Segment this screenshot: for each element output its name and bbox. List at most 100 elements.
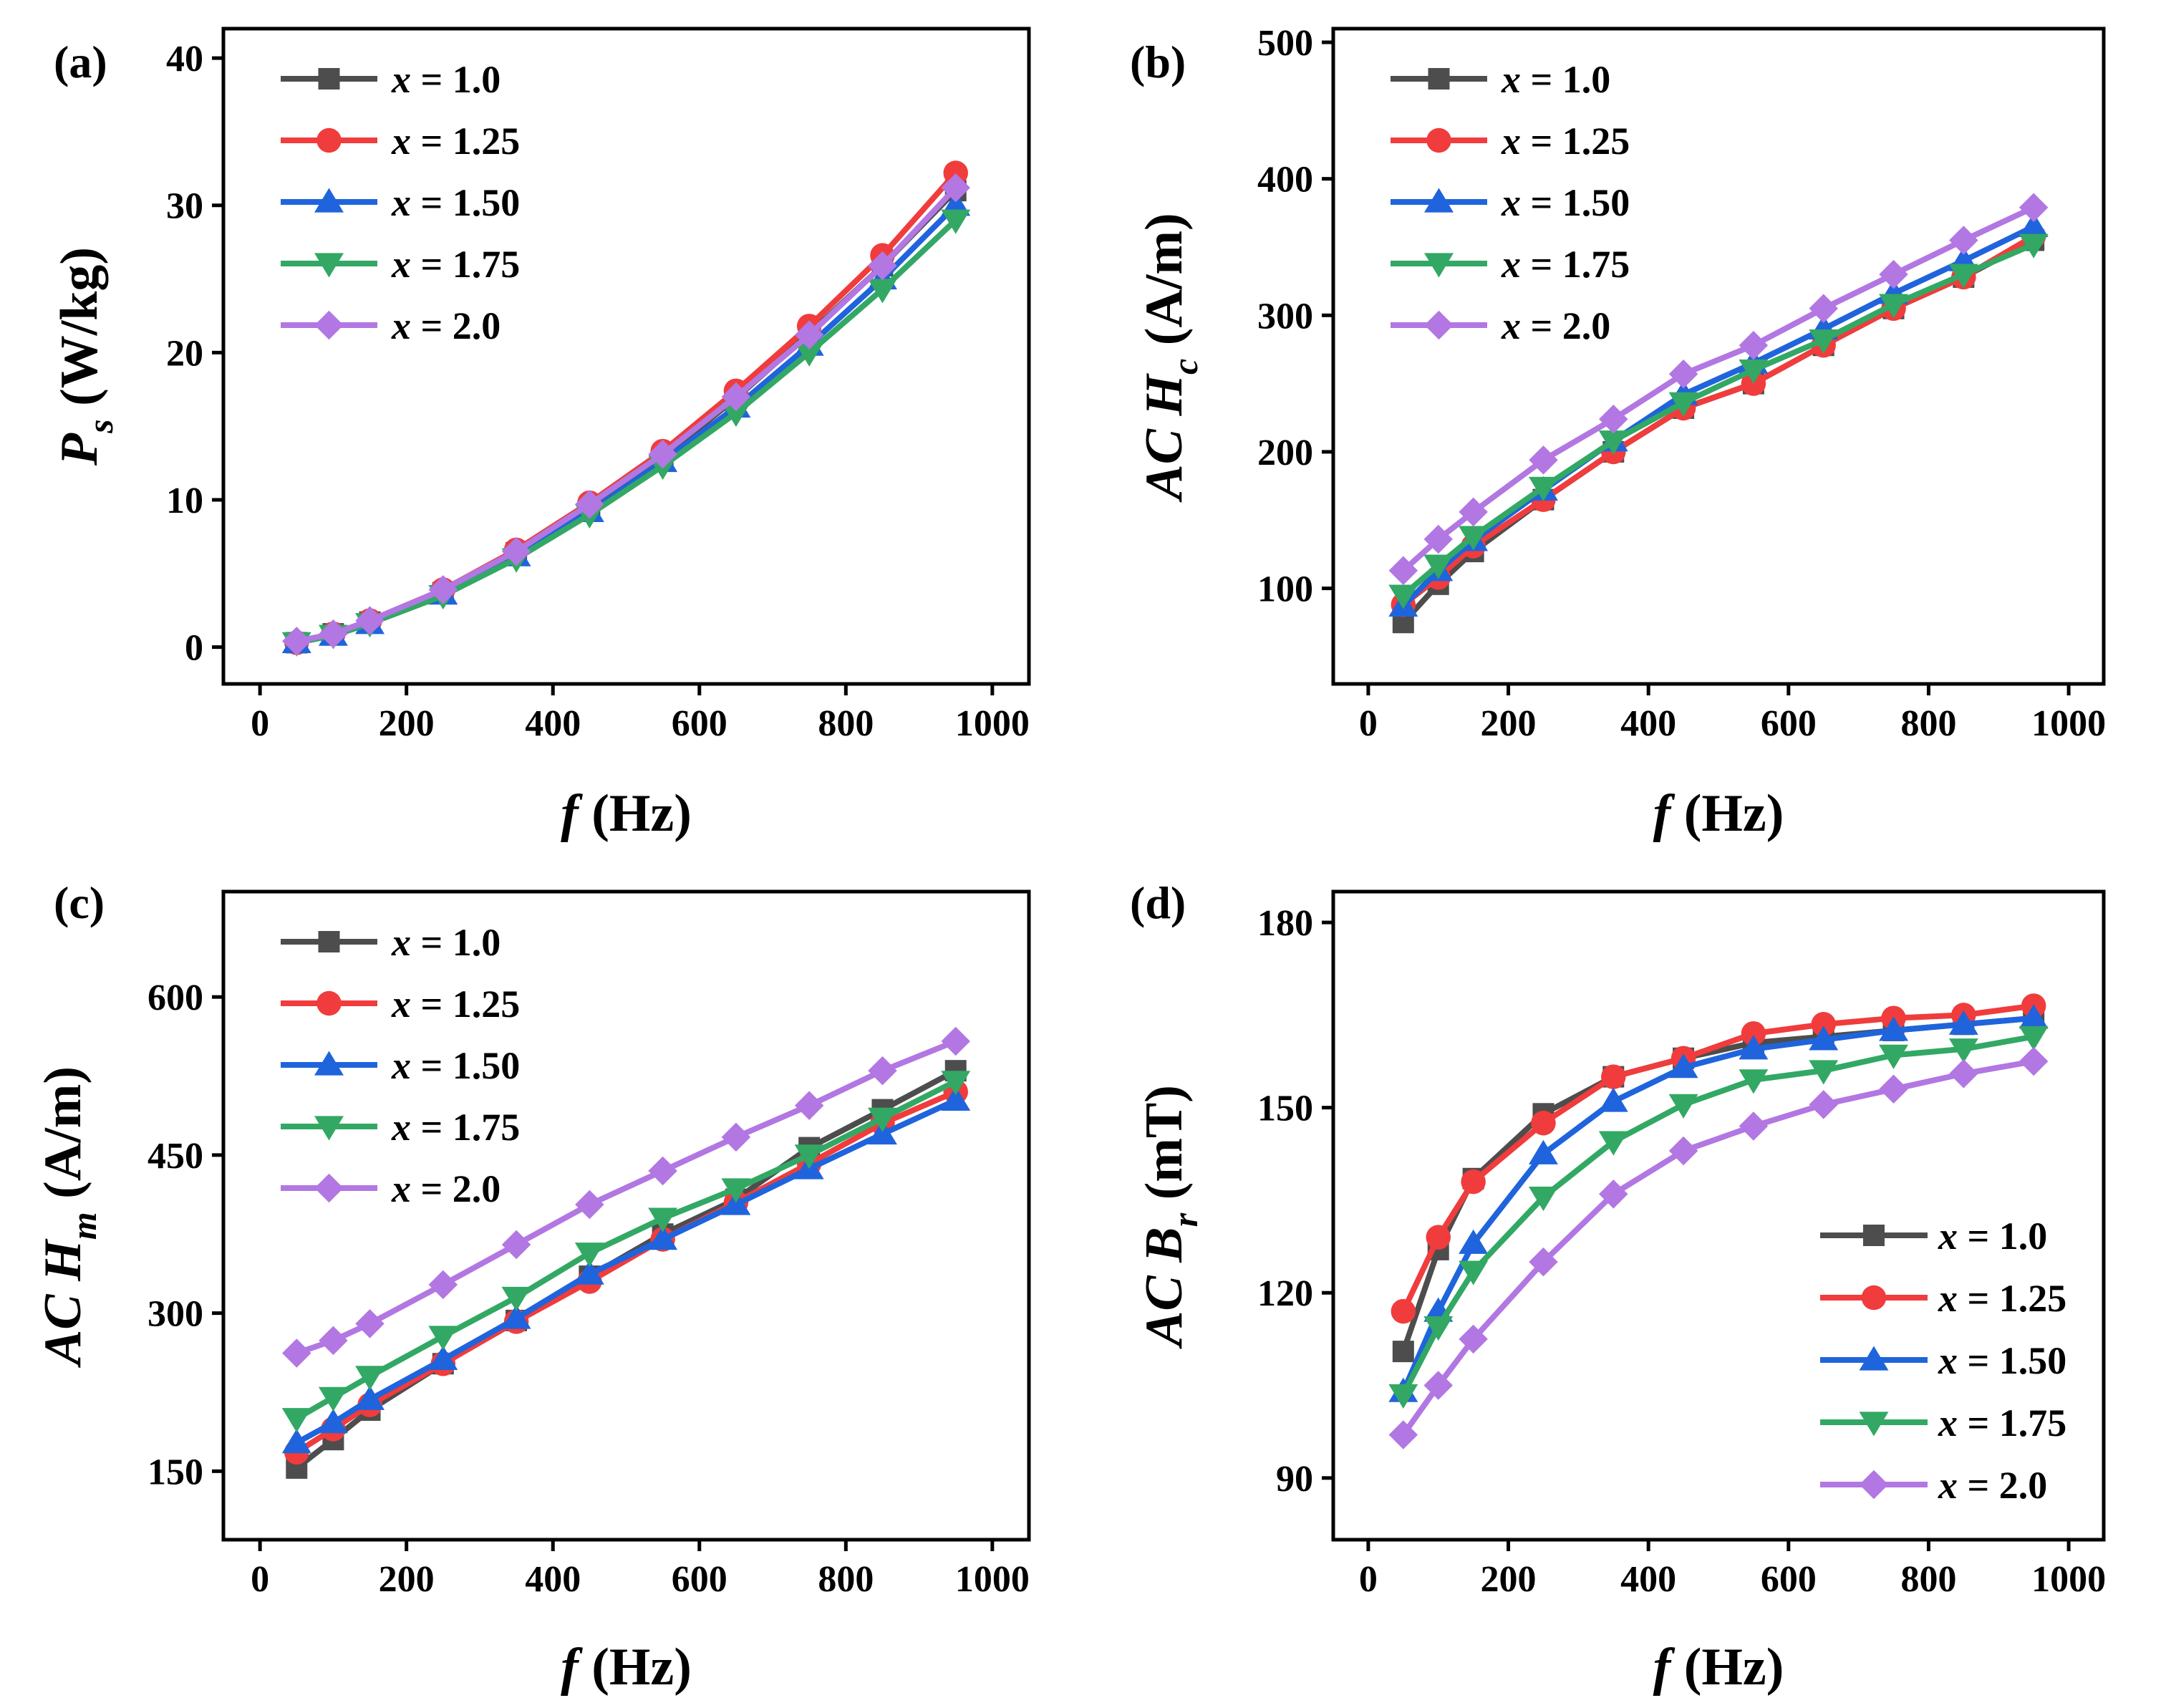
data-point bbox=[1459, 1324, 1488, 1354]
data-point bbox=[1598, 1087, 1628, 1112]
legend: x = 1.0 x = 1.25 x = 1.50 x = 1.75 x = 2.0 bbox=[281, 921, 520, 1210]
data-point bbox=[501, 1230, 531, 1260]
legend-item: x = 1.0 bbox=[281, 921, 501, 964]
legend-marker bbox=[1861, 1285, 1887, 1311]
legend-marker bbox=[1424, 253, 1454, 278]
legend-marker bbox=[314, 1173, 344, 1203]
data-point bbox=[1948, 1038, 1978, 1063]
series-x2.0 bbox=[282, 1026, 970, 1368]
data-point bbox=[1949, 226, 1978, 255]
legend-marker bbox=[1428, 68, 1450, 90]
legend-marker bbox=[1424, 188, 1454, 213]
data-point bbox=[1879, 294, 1909, 319]
legend-item: x = 1.50 bbox=[281, 1044, 520, 1087]
legend-label: x = 1.0 bbox=[1501, 58, 1610, 101]
series-x1.25 bbox=[284, 1079, 968, 1465]
data-point bbox=[1879, 1074, 1908, 1104]
y-tick-label: 40 bbox=[166, 39, 203, 79]
x-tick-label: 400 bbox=[525, 1559, 581, 1600]
y-tick-label: 400 bbox=[1257, 160, 1313, 201]
data-point bbox=[1423, 554, 1454, 579]
legend-label: x = 1.0 bbox=[391, 58, 501, 101]
x-tick-label: 200 bbox=[1481, 703, 1537, 744]
data-point bbox=[941, 209, 971, 234]
data-point bbox=[1529, 445, 1558, 475]
y-axis-title: AC Br (mT) bbox=[1135, 1085, 1205, 1349]
legend-label: x = 1.25 bbox=[391, 120, 520, 163]
y-tick-label: 500 bbox=[1257, 23, 1313, 64]
data-point bbox=[1668, 1136, 1698, 1166]
legend-item: x = 2.0 bbox=[281, 1167, 501, 1210]
data-point bbox=[1739, 1069, 1769, 1094]
data-point bbox=[867, 1107, 897, 1132]
data-point bbox=[721, 1178, 751, 1203]
legend-marker bbox=[318, 931, 340, 952]
data-point bbox=[1528, 1187, 1558, 1212]
data-point bbox=[1423, 524, 1453, 554]
data-point bbox=[941, 1086, 971, 1111]
data-point bbox=[1948, 1010, 1978, 1035]
y-tick-label: 200 bbox=[1257, 433, 1313, 473]
data-point bbox=[1668, 392, 1698, 417]
axes-frame bbox=[1331, 26, 2106, 686]
legend-label: x = 1.75 bbox=[1501, 243, 1630, 286]
y-tick-label: 20 bbox=[166, 333, 203, 374]
legend-marker bbox=[314, 1116, 344, 1141]
data-point bbox=[501, 536, 531, 566]
data-point bbox=[1809, 1060, 1839, 1085]
data-point bbox=[1668, 1094, 1698, 1119]
legend-label: x = 2.0 bbox=[391, 1167, 501, 1210]
x-tick-label: 1000 bbox=[955, 1559, 1030, 1600]
x-tick-label: 0 bbox=[251, 1559, 269, 1600]
data-point bbox=[1739, 1035, 1769, 1060]
legend-marker bbox=[1859, 1470, 1889, 1500]
y-tick-label: 600 bbox=[148, 978, 203, 1018]
legend-item: x = 2.0 bbox=[1391, 304, 1610, 347]
series-x1.0 bbox=[286, 180, 967, 654]
data-point bbox=[868, 1056, 897, 1086]
legend-item: x = 1.25 bbox=[1391, 120, 1630, 163]
data-point bbox=[575, 1190, 604, 1220]
data-point bbox=[1668, 360, 1698, 389]
data-point bbox=[1879, 1044, 1909, 1069]
panel-label: (c) bbox=[54, 877, 105, 928]
panel-b: 0 200 400 600 800 1000 100 200 300 400 500 (b) f (Hz… bbox=[1130, 23, 2106, 843]
legend-label: x = 1.0 bbox=[1938, 1215, 2047, 1258]
data-point bbox=[428, 575, 458, 604]
data-point bbox=[721, 402, 751, 428]
series-x2.0 bbox=[282, 173, 970, 656]
data-point bbox=[428, 1345, 458, 1370]
data-point bbox=[282, 1338, 311, 1368]
data-point bbox=[648, 1225, 678, 1250]
data-point bbox=[1879, 1016, 1909, 1041]
x-tick-label: 0 bbox=[251, 703, 269, 744]
data-point bbox=[1599, 1179, 1628, 1209]
x-axis-title: f (Hz) bbox=[1653, 1638, 1784, 1697]
legend-marker bbox=[1859, 1412, 1889, 1437]
y-tick-label: 450 bbox=[148, 1136, 203, 1177]
x-axis-title: f (Hz) bbox=[561, 784, 692, 843]
data-point bbox=[1388, 1384, 1418, 1409]
x-tick-label: 0 bbox=[1359, 703, 1378, 744]
data-point bbox=[794, 1091, 824, 1120]
y-tick-label: 180 bbox=[1257, 903, 1313, 944]
legend-item: x = 2.0 bbox=[1820, 1464, 2047, 1507]
y-axis-title: Ps (W/kg) bbox=[50, 247, 120, 466]
panel-label: (b) bbox=[1130, 37, 1186, 87]
data-point bbox=[1459, 1229, 1489, 1254]
legend-marker bbox=[1424, 310, 1454, 340]
legend-label: x = 1.75 bbox=[391, 1106, 520, 1149]
data-point bbox=[1529, 1247, 1558, 1277]
data-point bbox=[1392, 1341, 1414, 1363]
data-point bbox=[1948, 264, 1978, 289]
data-point bbox=[1949, 1059, 1978, 1089]
x-tick-label: 200 bbox=[379, 703, 435, 744]
x-tick-label: 1000 bbox=[2031, 1559, 2106, 1600]
data-point bbox=[1388, 556, 1418, 586]
data-point bbox=[1528, 476, 1558, 501]
axes-frame bbox=[221, 889, 1031, 1542]
legend-marker bbox=[314, 253, 344, 278]
legend-label: x = 1.50 bbox=[391, 1044, 520, 1087]
x-tick-label: 800 bbox=[818, 703, 874, 744]
